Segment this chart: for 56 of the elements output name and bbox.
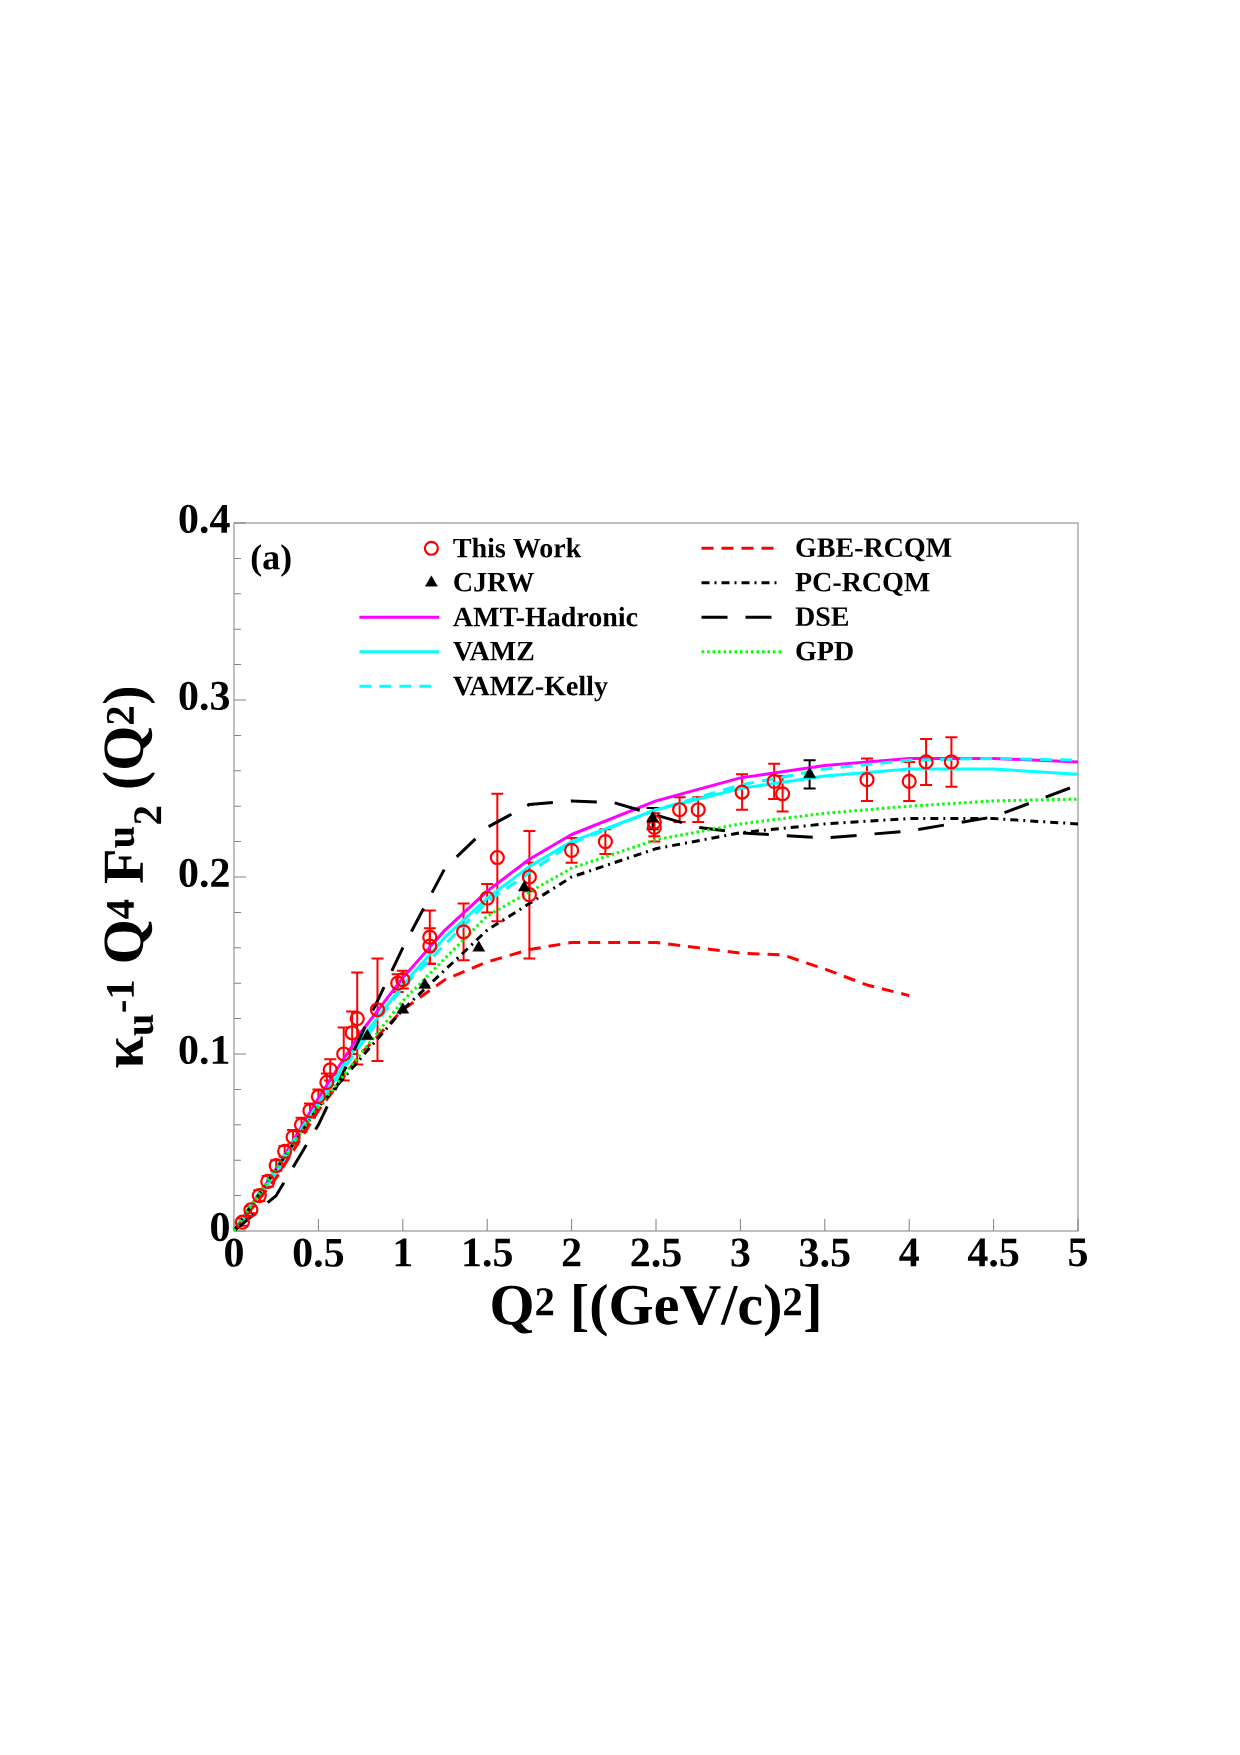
annotation: (a) bbox=[251, 544, 291, 577]
point bbox=[472, 940, 486, 952]
x-tick-label: 3.5 bbox=[800, 1238, 850, 1267]
point bbox=[521, 887, 537, 903]
point bbox=[859, 772, 875, 788]
point bbox=[646, 811, 659, 823]
point bbox=[521, 869, 537, 885]
y-tick-label: 0.4 bbox=[179, 504, 230, 534]
legend-label: AMT-Hadronic bbox=[453, 606, 638, 627]
x-tick-label: 4 bbox=[899, 1238, 919, 1267]
y-tick-label: 0.2 bbox=[179, 858, 229, 888]
x-tick-label: 1 bbox=[395, 1238, 412, 1267]
point bbox=[489, 849, 505, 866]
point bbox=[369, 1002, 386, 1018]
x-tick-label: 4.5 bbox=[967, 1238, 1019, 1267]
point bbox=[901, 773, 917, 790]
point bbox=[918, 754, 934, 770]
point bbox=[646, 814, 662, 830]
point bbox=[766, 773, 782, 790]
point bbox=[943, 754, 959, 770]
legend-label: PC-RCQM bbox=[795, 572, 930, 596]
point bbox=[775, 786, 791, 802]
legend-label: VAMZ bbox=[453, 641, 534, 661]
x-tick-label: 5 bbox=[1069, 1238, 1087, 1267]
legend-label: This Work bbox=[453, 537, 582, 558]
point bbox=[803, 767, 816, 779]
point bbox=[479, 890, 495, 906]
x-tick-label: 1.5 bbox=[464, 1238, 512, 1267]
point bbox=[518, 880, 531, 892]
text: κ$_{u}$$^{-1}$ Q$^{4}$ F$^{u}$$_{2}$ (Q$^{2}$) bbox=[102, 688, 162, 1068]
point bbox=[564, 842, 580, 859]
point bbox=[422, 929, 438, 945]
point bbox=[422, 938, 438, 954]
legend-label: VAMZ-Kelly bbox=[453, 675, 608, 702]
point bbox=[597, 833, 613, 850]
legend-label: GPD bbox=[796, 641, 853, 661]
x-axis-title: Q$^{2}$ [(GeV/c)$^{2}$] bbox=[492, 1283, 819, 1337]
point bbox=[396, 1002, 410, 1014]
legend-label: DSE bbox=[795, 607, 849, 627]
point bbox=[361, 1029, 374, 1040]
point bbox=[672, 802, 688, 818]
point bbox=[734, 784, 750, 800]
x-tick-label: 2 bbox=[562, 1238, 581, 1267]
legend-label: GBE-RCQM bbox=[796, 538, 952, 562]
legend-label: CJRW bbox=[454, 572, 534, 592]
y-tick-label: 0.1 bbox=[179, 1035, 229, 1065]
y-tick-label: 0.3 bbox=[179, 681, 230, 711]
x-tick-label: 0.5 bbox=[293, 1238, 344, 1268]
x-tick-label: 3 bbox=[731, 1238, 750, 1267]
point bbox=[418, 977, 432, 989]
point bbox=[455, 924, 472, 940]
point bbox=[690, 802, 706, 818]
x-tick-label: 2.5 bbox=[631, 1238, 681, 1267]
point bbox=[322, 1062, 338, 1078]
point bbox=[349, 1010, 365, 1027]
point bbox=[344, 1025, 360, 1041]
